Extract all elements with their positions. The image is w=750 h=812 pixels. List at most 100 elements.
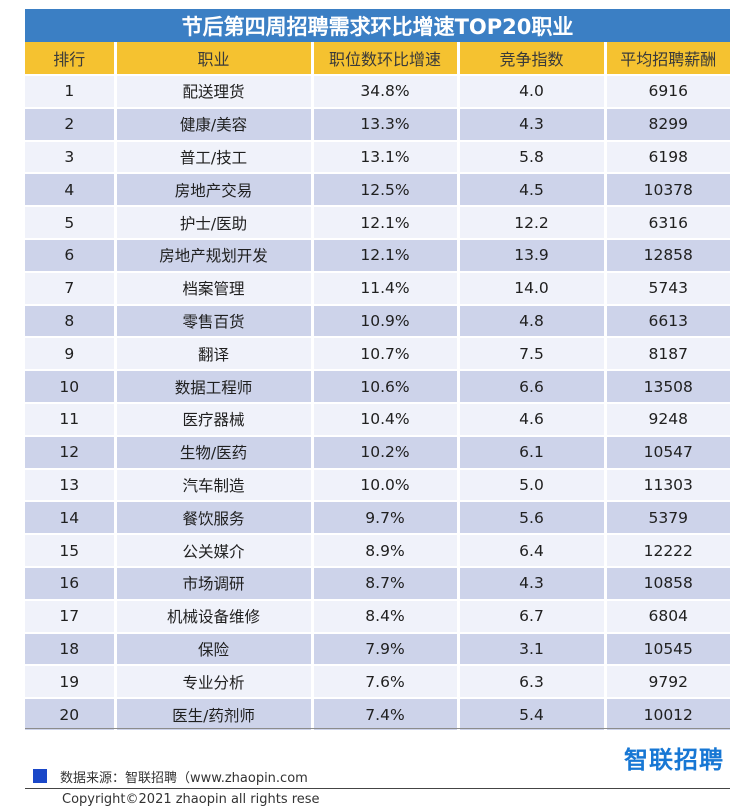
competition-cell: 13.9 [458, 238, 607, 273]
table-row: 6 房地产规划开发 12.1% 13.9 12858 [25, 238, 730, 273]
competition-cell: 12.2 [458, 206, 607, 240]
occupation-cell: 医疗器械 [115, 402, 314, 437]
growth-cell: 10.6% [312, 370, 460, 404]
table-row: 3 普工/技工 13.1% 5.8 6198 [25, 140, 730, 175]
salary-cell: 12222 [605, 534, 730, 568]
rank-cell: 1 [25, 75, 117, 109]
salary-cell: 5379 [605, 501, 730, 536]
growth-cell: 7.9% [312, 632, 460, 667]
table-row: 10 数据工程师 10.6% 6.6 13508 [25, 370, 730, 404]
competition-cell: 6.6 [458, 370, 607, 404]
occupation-cell: 房地产交易 [115, 173, 314, 208]
rank-cell: 20 [25, 698, 117, 732]
competition-cell: 5.4 [458, 698, 607, 732]
rank-cell: 7 [25, 271, 117, 306]
occupation-cell: 机械设备维修 [115, 599, 314, 634]
table-row: 13 汽车制造 10.0% 5.0 11303 [25, 468, 730, 503]
occupation-cell: 档案管理 [115, 271, 314, 306]
salary-cell: 6316 [605, 206, 730, 240]
rank-cell: 17 [25, 599, 117, 634]
competition-cell: 6.1 [458, 435, 607, 470]
table-bottom-rule [25, 728, 730, 729]
salary-cell: 6198 [605, 140, 730, 175]
table-row: 4 房地产交易 12.5% 4.5 10378 [25, 173, 730, 208]
column-header-competition: 竞争指数 [458, 42, 607, 76]
occupation-cell: 房地产规划开发 [115, 238, 314, 273]
table-row: 8 零售百货 10.9% 4.8 6613 [25, 304, 730, 339]
growth-cell: 11.4% [312, 271, 460, 306]
competition-cell: 3.1 [458, 632, 607, 667]
competition-cell: 14.0 [458, 271, 607, 306]
occupation-cell: 专业分析 [115, 665, 314, 700]
salary-cell: 6804 [605, 599, 730, 634]
salary-cell: 9792 [605, 665, 730, 700]
occupation-cell: 医生/药剂师 [115, 698, 314, 732]
table-row: 17 机械设备维修 8.4% 6.7 6804 [25, 599, 730, 634]
competition-cell: 4.8 [458, 304, 607, 339]
competition-cell: 4.3 [458, 107, 607, 142]
occupation-cell: 配送理货 [115, 75, 314, 109]
occupation-cell: 护士/医助 [115, 206, 314, 240]
copyright-text: Copyright©2021 zhaopin all rights rese [62, 792, 320, 807]
growth-cell: 10.7% [312, 337, 460, 372]
competition-cell: 6.7 [458, 599, 607, 634]
competition-cell: 6.4 [458, 534, 607, 568]
column-header-rank: 排行 [25, 42, 117, 76]
column-header-salary: 平均招聘薪酬 [605, 42, 730, 76]
rank-cell: 18 [25, 632, 117, 667]
rank-cell: 9 [25, 337, 117, 372]
salary-cell: 10547 [605, 435, 730, 470]
table-header-row: 排行 职业 职位数环比增速 竞争指数 平均招聘薪酬 [25, 42, 730, 76]
growth-cell: 7.4% [312, 698, 460, 732]
table-title: 节后第四周招聘需求环比增速TOP20职业 [25, 9, 730, 42]
salary-cell: 10378 [605, 173, 730, 208]
salary-cell: 8187 [605, 337, 730, 372]
growth-cell: 13.3% [312, 107, 460, 142]
table-row: 9 翻译 10.7% 7.5 8187 [25, 337, 730, 372]
rank-cell: 5 [25, 206, 117, 240]
growth-cell: 8.4% [312, 599, 460, 634]
rank-cell: 14 [25, 501, 117, 536]
table-row: 16 市场调研 8.7% 4.3 10858 [25, 566, 730, 601]
salary-cell: 10545 [605, 632, 730, 667]
growth-cell: 9.7% [312, 501, 460, 536]
salary-cell: 10858 [605, 566, 730, 601]
occupation-cell: 零售百货 [115, 304, 314, 339]
growth-cell: 34.8% [312, 75, 460, 109]
competition-cell: 4.0 [458, 75, 607, 109]
footer-rule [25, 788, 730, 789]
salary-cell: 9248 [605, 402, 730, 437]
occupation-cell: 普工/技工 [115, 140, 314, 175]
rank-cell: 8 [25, 304, 117, 339]
growth-cell: 8.9% [312, 534, 460, 568]
table-row: 18 保险 7.9% 3.1 10545 [25, 632, 730, 667]
salary-cell: 11303 [605, 468, 730, 503]
competition-cell: 5.6 [458, 501, 607, 536]
growth-cell: 10.4% [312, 402, 460, 437]
growth-cell: 10.9% [312, 304, 460, 339]
table-row: 19 专业分析 7.6% 6.3 9792 [25, 665, 730, 700]
ranking-table: 排行 职业 职位数环比增速 竞争指数 平均招聘薪酬 1 配送理货 34.8% 4.0 6… [25, 42, 730, 732]
rank-cell: 6 [25, 238, 117, 273]
rank-cell: 10 [25, 370, 117, 404]
column-header-occupation: 职业 [115, 42, 314, 76]
table-row: 7 档案管理 11.4% 14.0 5743 [25, 271, 730, 306]
competition-cell: 4.5 [458, 173, 607, 208]
data-source-note: 数据来源：智联招聘（www.zhaopin.com [60, 771, 308, 786]
growth-cell: 10.2% [312, 435, 460, 470]
competition-cell: 5.8 [458, 140, 607, 175]
rank-cell: 19 [25, 665, 117, 700]
table-row: 20 医生/药剂师 7.4% 5.4 10012 [25, 698, 730, 732]
occupation-cell: 市场调研 [115, 566, 314, 601]
occupation-cell: 数据工程师 [115, 370, 314, 404]
occupation-cell: 翻译 [115, 337, 314, 372]
column-header-growth: 职位数环比增速 [312, 42, 460, 76]
zhaopin-logo: 智联招聘 [624, 746, 724, 774]
salary-cell: 5743 [605, 271, 730, 306]
table-row: 11 医疗器械 10.4% 4.6 9248 [25, 402, 730, 437]
occupation-cell: 汽车制造 [115, 468, 314, 503]
occupation-cell: 生物/医药 [115, 435, 314, 470]
growth-cell: 12.1% [312, 238, 460, 273]
occupation-cell: 健康/美容 [115, 107, 314, 142]
growth-cell: 7.6% [312, 665, 460, 700]
